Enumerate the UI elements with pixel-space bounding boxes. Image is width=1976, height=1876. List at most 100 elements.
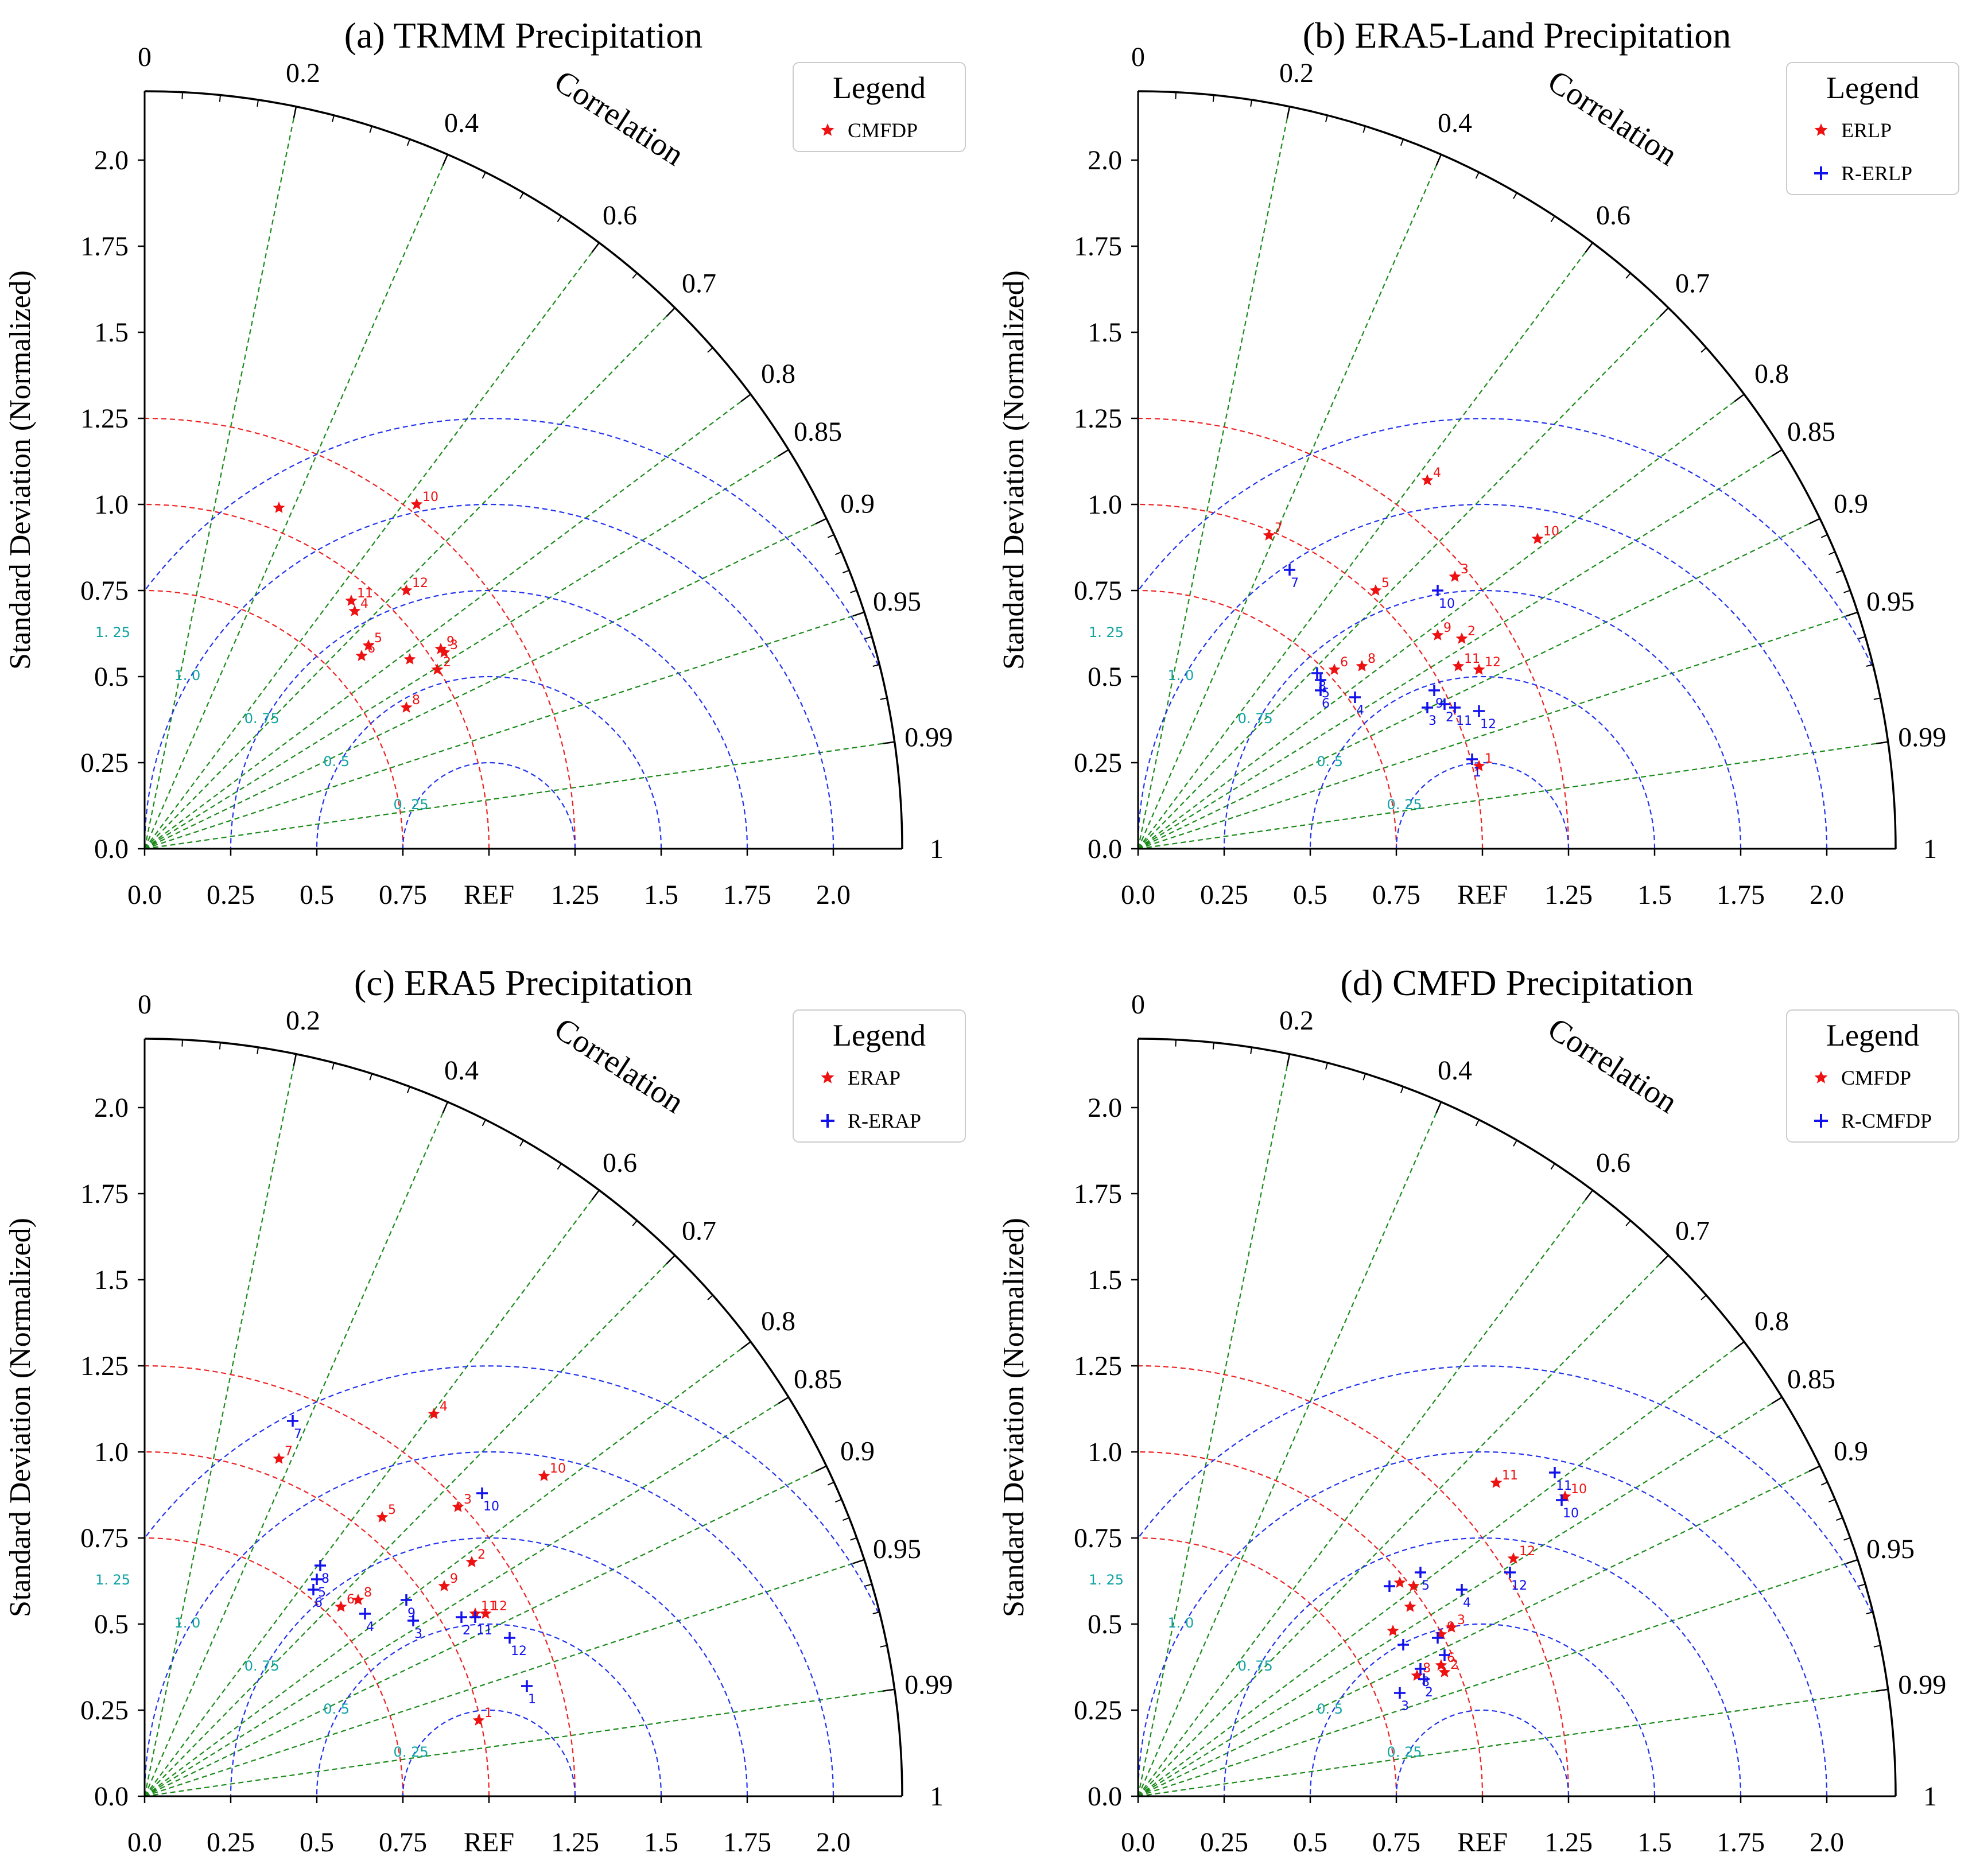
data-point-star [1449,570,1461,582]
correlation-minor-tick [1550,1163,1555,1170]
correlation-tick-label: 0 [1131,989,1145,1020]
data-point-plus [1397,1639,1409,1650]
correlation-minor-tick [406,1086,410,1094]
correlation-line [1138,394,1745,849]
data-point-label: 7 [285,1444,293,1459]
correlation-minor-tick [332,1062,335,1070]
taylor-panel-a: 0. 25 0. 5 0. 75 1. 0 1. 25 0 0.2 0.4 0.6 0.7 0.8 0… [4,15,966,910]
data-point-star [1387,1625,1399,1636]
data-point-star [465,1556,478,1567]
correlation-minor-tick [834,1498,842,1503]
legend-title: Legend [1826,71,1919,105]
correlation-tick [778,1396,789,1404]
correlation-tick [1659,307,1669,317]
correlation-tick [1876,1688,1888,1692]
data-point-star [1328,663,1341,675]
rmsd-arc [145,503,834,849]
data-point-star [376,1511,389,1522]
taylor-panel-d: 0. 25 0. 5 0. 75 1. 0 1. 25 0 0.2 0.4 0.6 0.7 0.8 0… [997,962,1959,1858]
legend-star-marker [821,1071,834,1083]
data-point-label: 5 [318,1586,326,1600]
data-point-plus [469,1611,481,1623]
data-point-label: 11 [357,587,373,601]
legend-entry-label: ERAP [848,1066,900,1089]
data-point-star [1263,529,1275,541]
data-point-star [1490,1477,1503,1488]
correlation-minor-tick [406,139,410,146]
x-tick-label: 0.5 [1293,1827,1327,1858]
correlation-line [1138,1054,1291,1796]
legend-box [793,62,966,152]
correlation-minor-tick [1212,95,1214,102]
y-axis-label: Standard Deviation (Normalized) [4,270,37,670]
data-point-label: 4 [360,597,368,611]
correlation-tick-label: 0.4 [1438,108,1472,138]
y-tick-label: 1.5 [1088,1265,1122,1295]
data-point-label: 5 [1381,576,1389,591]
y-tick-label: 1.25 [1074,1351,1122,1381]
correlation-line [1138,154,1442,849]
correlation-tick [1286,106,1291,119]
data-point-star [1473,663,1485,675]
y-tick-label: 1.75 [1074,231,1122,262]
x-tick-label: 0.0 [127,1827,162,1858]
x-tick-label: 0.25 [1200,880,1248,910]
y-tick-label: 0.0 [94,1781,129,1812]
data-point-label: 3 [414,1627,422,1641]
y-tick-label: 0.25 [80,748,129,778]
data-point-label: 7 [1275,521,1283,535]
y-tick-label: 1.5 [94,317,129,348]
rmsd-arc-label: 1. 25 [1089,1572,1124,1588]
data-point-label: 11 [1456,714,1472,728]
correlation-tick [1659,1254,1669,1265]
data-point-label: 4 [1433,466,1441,480]
data-point-label: 2 [1468,624,1476,639]
legend-plus-marker [1814,1114,1828,1128]
correlation-minor-tick [519,1140,524,1147]
rmsd-arc-label: 0. 25 [1387,797,1422,813]
correlation-line [145,741,895,849]
correlation-tick-label: 0.8 [1754,359,1789,389]
legend-title: Legend [1826,1018,1919,1052]
data-point-star [1404,1601,1416,1612]
rmsd-arc-label: 0. 25 [394,1744,429,1760]
data-point-label: 3 [464,1493,472,1507]
correlation-tick [1585,1190,1593,1201]
correlation-tick-label: 0.4 [444,1055,479,1086]
correlation-minor-tick [1873,1645,1881,1648]
correlation-tick [1435,1101,1442,1113]
rmsd-arc-label: 0. 75 [244,710,279,727]
correlation-minor-tick [1858,636,1866,639]
correlation-tick-label: 0.8 [761,359,795,389]
data-point-star [400,701,413,713]
correlation-line [145,1465,827,1796]
correlation-tick-label: 0.8 [761,1306,795,1337]
correlation-minor-tick [1701,347,1707,353]
data-point-plus [521,1680,533,1692]
y-tick-label: 0.0 [1088,1781,1122,1812]
rmsd-arc-label: 1. 0 [174,667,200,683]
correlation-minor-tick [482,1119,486,1127]
correlation-tick [815,518,827,525]
data-point-label: 11 [1502,1469,1518,1483]
data-point-star [273,1452,285,1464]
correlation-tick-label: 0.85 [794,1364,842,1395]
correlation-minor-tick [1475,1119,1480,1127]
plot-area [1138,106,1896,849]
correlation-minor-tick [1625,273,1631,279]
data-point-plus [1432,585,1443,596]
correlation-minor-tick [1362,1073,1366,1081]
correlation-minor-tick [1400,1086,1404,1094]
legend-entry-label: ERLP [1841,119,1892,142]
correlation-tick-label: 0.95 [873,587,921,617]
std-dev-arc [1138,1365,1570,1796]
data-point-label: 12 [1519,1544,1535,1559]
correlation-tick [852,1559,865,1564]
data-point-label: 1 [528,1692,536,1707]
correlation-line [1138,1559,1858,1796]
y-tick-label: 2.0 [1088,1093,1122,1123]
std-dev-arc [145,417,576,849]
data-point-label: 3 [450,638,458,652]
rmsd-arc-label: 1. 25 [1089,624,1124,640]
data-point-star [452,1501,464,1512]
